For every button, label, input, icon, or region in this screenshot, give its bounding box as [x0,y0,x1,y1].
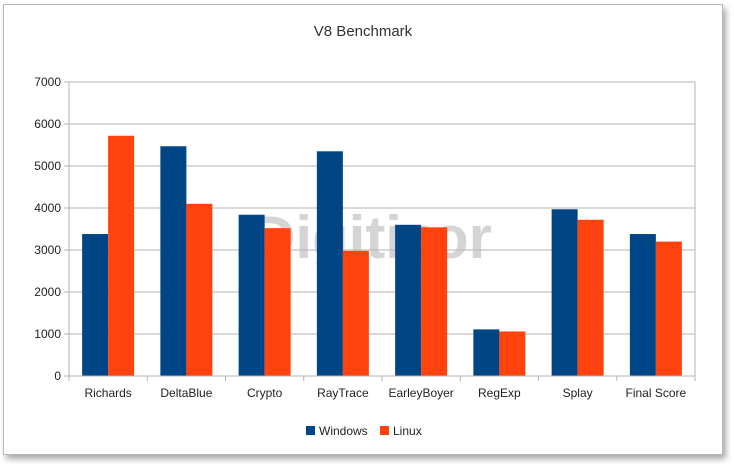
axes: 0 1000 2000 3000 4000 5000 6000 7000 Richards Del… [34,75,696,400]
chart-title: V8 Benchmark [314,23,413,40]
bar-windows [238,214,265,376]
bar-windows [629,234,656,376]
x-tick-label: EarleyBoyer [388,386,453,400]
y-tick-label: 3000 [34,243,61,257]
y-tick-label: 5000 [34,159,61,173]
bar-windows [473,329,500,376]
y-tick-label: 2000 [34,285,61,299]
bar-windows [82,234,109,376]
x-tick-label: RegExp [478,386,521,400]
bar-windows [316,151,343,376]
bar-windows [160,146,187,376]
bar-linux [264,228,291,376]
watermark: Digitizor [252,204,492,271]
bar-linux [342,250,369,376]
legend-swatch-linux [380,426,389,435]
y-tick-label: 7000 [34,75,61,89]
legend-label-windows: Windows [319,424,368,438]
x-tick-label: Splay [563,386,593,400]
bar-linux [421,227,448,376]
bar-windows [551,209,578,376]
bar-linux [108,135,135,376]
x-tick-label: Richards [84,386,131,400]
bar-linux [186,203,213,376]
legend-label-linux: Linux [393,424,422,438]
legend-swatch-windows [306,426,315,435]
x-tick-label: DeltaBlue [160,386,212,400]
bar-linux [499,331,526,376]
legend: Windows Linux [306,424,422,438]
y-tick-label: 4000 [34,201,61,215]
bar-linux [577,219,604,376]
y-tick-label: 0 [54,369,61,383]
bar-linux [655,241,682,376]
bars [82,135,682,376]
y-tick-label: 6000 [34,117,61,131]
x-tick-label: Crypto [247,386,283,400]
x-tick-label: Final Score [626,386,687,400]
y-tick-label: 1000 [34,327,61,341]
x-tick-label: RayTrace [317,386,369,400]
bar-windows [395,224,422,376]
